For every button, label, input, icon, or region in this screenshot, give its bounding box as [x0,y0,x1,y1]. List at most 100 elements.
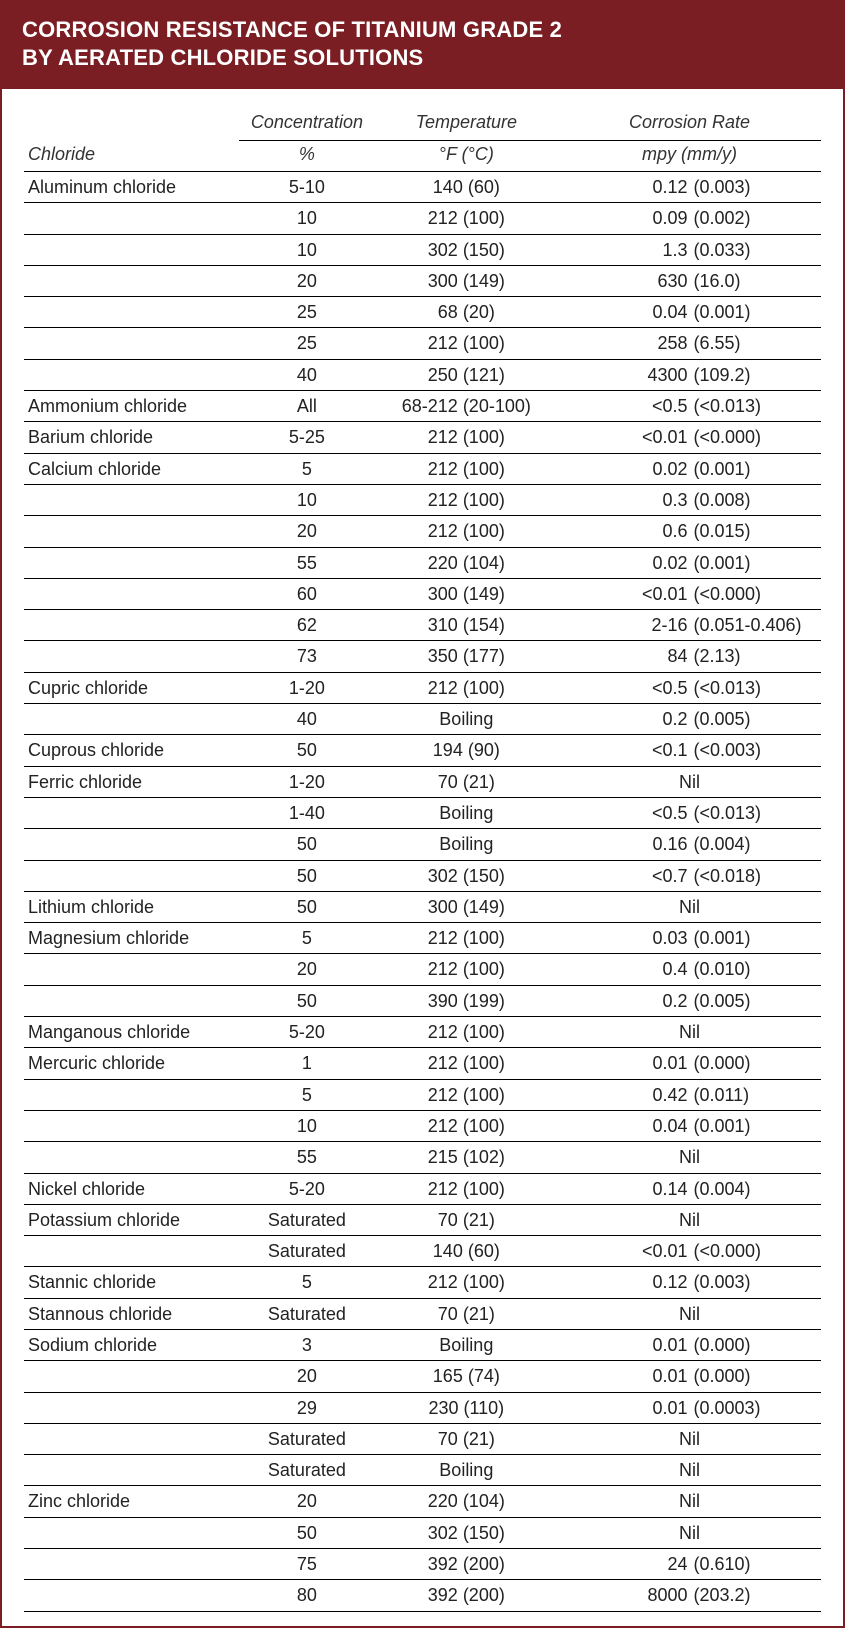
cell-rate-mm: (<0.000) [689,1236,821,1267]
cell-concentration: 1-20 [239,766,374,797]
cell-temperature: 212 (100) [375,954,558,985]
cell-temperature: 350 (177) [375,641,558,672]
cell-chloride [24,234,239,265]
cell-temperature: 212 (100) [375,453,558,484]
cell-rate-mm: (<0.013) [689,391,821,422]
cell-rate-mm: (0.008) [689,484,821,515]
cell-temperature: 212 (100) [375,1017,558,1048]
cell-rate-mm: (0.001) [689,547,821,578]
cell-temperature: 212 (100) [375,328,558,359]
cell-concentration: 50 [239,860,374,891]
cell-rate-mm: (0.002) [689,203,821,234]
cell-rate: Nil [558,891,821,922]
cell-concentration: 1-20 [239,672,374,703]
cell-rate-mm: (203.2) [689,1580,821,1611]
table-row: Calcium chloride5212 (100)0.02(0.001) [24,453,821,484]
cell-rate-mpy: 630 [558,265,690,296]
cell-rate-mm: (<0.000) [689,422,821,453]
cell-chloride [24,1392,239,1423]
table-row: 2568 (20)0.04(0.001) [24,297,821,328]
table-row: Barium chloride5-25212 (100)<0.01(<0.000… [24,422,821,453]
cell-rate-mpy: <0.01 [558,1236,690,1267]
cell-rate-mm: (0.004) [689,829,821,860]
table-row: SaturatedBoilingNil [24,1455,821,1486]
cell-chloride [24,954,239,985]
cell-rate-mpy: 0.03 [558,923,690,954]
cell-concentration: 5 [239,923,374,954]
col-temp-l1: Temperature [375,109,558,140]
cell-temperature: 390 (199) [375,985,558,1016]
table-row: 10212 (100)0.04(0.001) [24,1110,821,1141]
cell-temperature: 300 (149) [375,578,558,609]
cell-chloride [24,1423,239,1454]
cell-temperature: 302 (150) [375,1517,558,1548]
cell-chloride [24,547,239,578]
table-row: 62310 (154)2-16(0.051-0.406) [24,610,821,641]
table-row: Lithium chloride50300 (149)Nil [24,891,821,922]
cell-concentration: Saturated [239,1455,374,1486]
cell-concentration: Saturated [239,1423,374,1454]
cell-concentration: 55 [239,547,374,578]
cell-temperature: Boiling [375,1455,558,1486]
cell-rate: Nil [558,1017,821,1048]
table-row: 50302 (150)Nil [24,1517,821,1548]
cell-concentration: 1 [239,1048,374,1079]
cell-chloride: Stannic chloride [24,1267,239,1298]
cell-rate-mm: (6.55) [689,328,821,359]
col-rate-l2: mpy (mm/y) [558,140,821,172]
table-row: Nickel chloride5-20212 (100)0.14(0.004) [24,1173,821,1204]
cell-temperature: 212 (100) [375,203,558,234]
cell-chloride [24,704,239,735]
cell-temperature: 68 (20) [375,297,558,328]
cell-chloride: Aluminum chloride [24,172,239,203]
table-row: 55220 (104)0.02(0.001) [24,547,821,578]
cell-chloride: Manganous chloride [24,1017,239,1048]
cell-rate-mm: (0.610) [689,1549,821,1580]
cell-chloride [24,328,239,359]
cell-rate-mm: (0.003) [689,1267,821,1298]
cell-chloride [24,578,239,609]
cell-rate-mpy: 0.09 [558,203,690,234]
cell-temperature: 392 (200) [375,1580,558,1611]
col-conc-l1: Concentration [239,109,374,140]
table-row: 5212 (100)0.42(0.011) [24,1079,821,1110]
cell-concentration: 75 [239,1549,374,1580]
table-row: 73350 (177)84(2.13) [24,641,821,672]
cell-rate-mm: (0.001) [689,453,821,484]
table-row: 20212 (100)0.6(0.015) [24,516,821,547]
cell-concentration: 10 [239,1110,374,1141]
cell-concentration: 25 [239,328,374,359]
table-row: 25212 (100)258(6.55) [24,328,821,359]
table-row: Potassium chlorideSaturated70 (21)Nil [24,1204,821,1235]
cell-chloride [24,1361,239,1392]
cell-rate-mpy: <0.01 [558,422,690,453]
cell-rate-mpy: <0.7 [558,860,690,891]
cell-rate-mpy: 2-16 [558,610,690,641]
cell-chloride [24,1455,239,1486]
table-header: Chloride Concentration Temperature Corro… [24,109,821,172]
table-row: Cuprous chloride50194 (90)<0.1(<0.003) [24,735,821,766]
cell-temperature: 212 (100) [375,422,558,453]
cell-rate: Nil [558,766,821,797]
table-row: Ammonium chlorideAll68-212 (20-100)<0.5(… [24,391,821,422]
cell-rate: Nil [558,1517,821,1548]
cell-rate-mpy: 0.02 [558,547,690,578]
table-row: 20300 (149)630(16.0) [24,265,821,296]
cell-temperature: 302 (150) [375,860,558,891]
cell-rate-mpy: 8000 [558,1580,690,1611]
cell-chloride: Cupric chloride [24,672,239,703]
cell-temperature: 70 (21) [375,766,558,797]
cell-chloride [24,829,239,860]
cell-rate-mpy: 0.01 [558,1392,690,1423]
table-row: 50390 (199)0.2(0.005) [24,985,821,1016]
cell-concentration: 73 [239,641,374,672]
cell-concentration: 5-20 [239,1173,374,1204]
col-conc-l2: % [239,140,374,172]
table-row: Zinc chloride20220 (104)Nil [24,1486,821,1517]
cell-chloride: Calcium chloride [24,453,239,484]
cell-chloride [24,641,239,672]
corrosion-table: Chloride Concentration Temperature Corro… [24,109,821,1612]
cell-temperature: 250 (121) [375,359,558,390]
cell-temperature: 300 (149) [375,265,558,296]
cell-rate: Nil [558,1142,821,1173]
